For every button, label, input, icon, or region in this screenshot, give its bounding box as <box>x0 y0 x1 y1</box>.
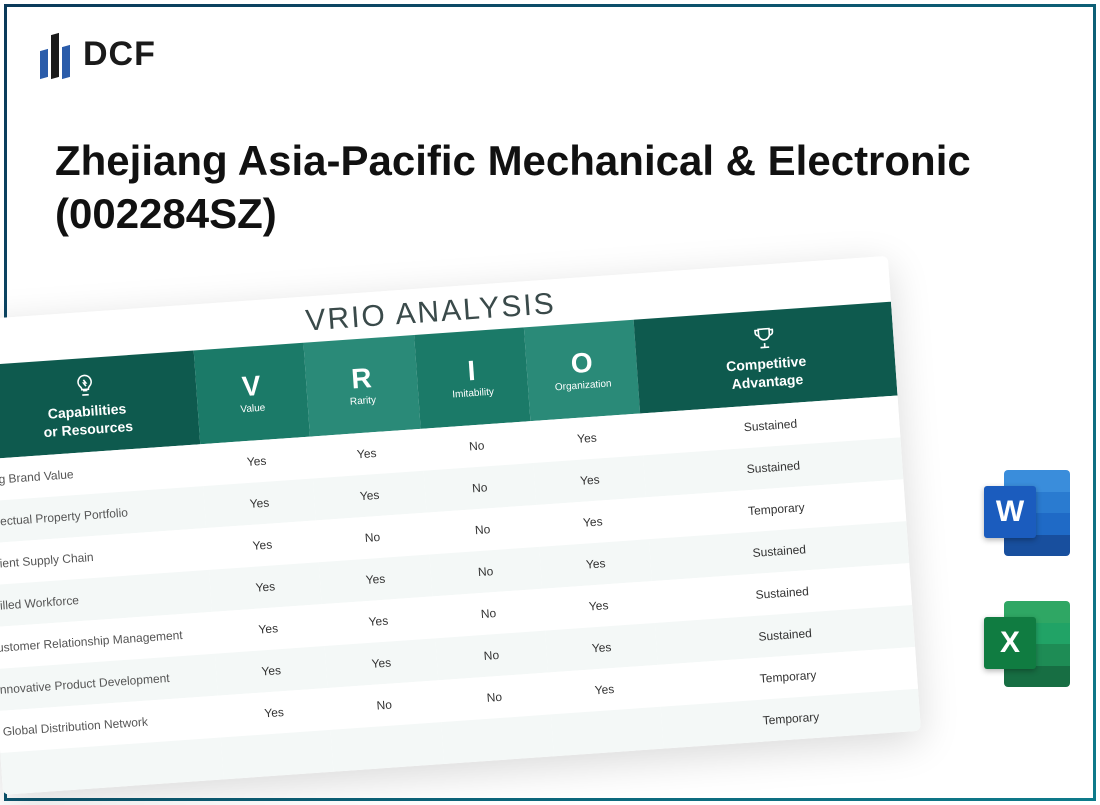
logo-text: DCF <box>83 35 156 74</box>
col-header-rarity: R Rarity <box>304 335 421 437</box>
cell-imitability <box>441 715 554 765</box>
logo: DCF <box>40 30 156 78</box>
vrio-table-card: VRIO ANALYSIS Capabilities or Resources … <box>0 256 921 795</box>
vrio-table: Capabilities or Resources V Value R Rari… <box>0 302 921 796</box>
col-header-advantage: Competitive Advantage <box>634 302 898 414</box>
cell-organization <box>551 707 664 757</box>
excel-icon[interactable]: X <box>984 601 1070 687</box>
cell-rarity <box>331 723 444 773</box>
lightbulb-icon <box>71 371 99 399</box>
col-header-value: V Value <box>193 343 310 445</box>
trophy-icon <box>750 324 778 352</box>
word-icon[interactable]: W <box>984 470 1070 556</box>
export-icons: W X <box>984 470 1070 687</box>
cell-value <box>221 730 334 780</box>
logo-bars-icon <box>40 30 73 78</box>
col-header-imitability: I Imitability <box>414 327 531 429</box>
col-header-organization: O Organization <box>524 320 641 422</box>
col-header-capabilities: Capabilities or Resources <box>0 350 200 460</box>
page-title: Zhejiang Asia-Pacific Mechanical & Elect… <box>55 135 1010 240</box>
